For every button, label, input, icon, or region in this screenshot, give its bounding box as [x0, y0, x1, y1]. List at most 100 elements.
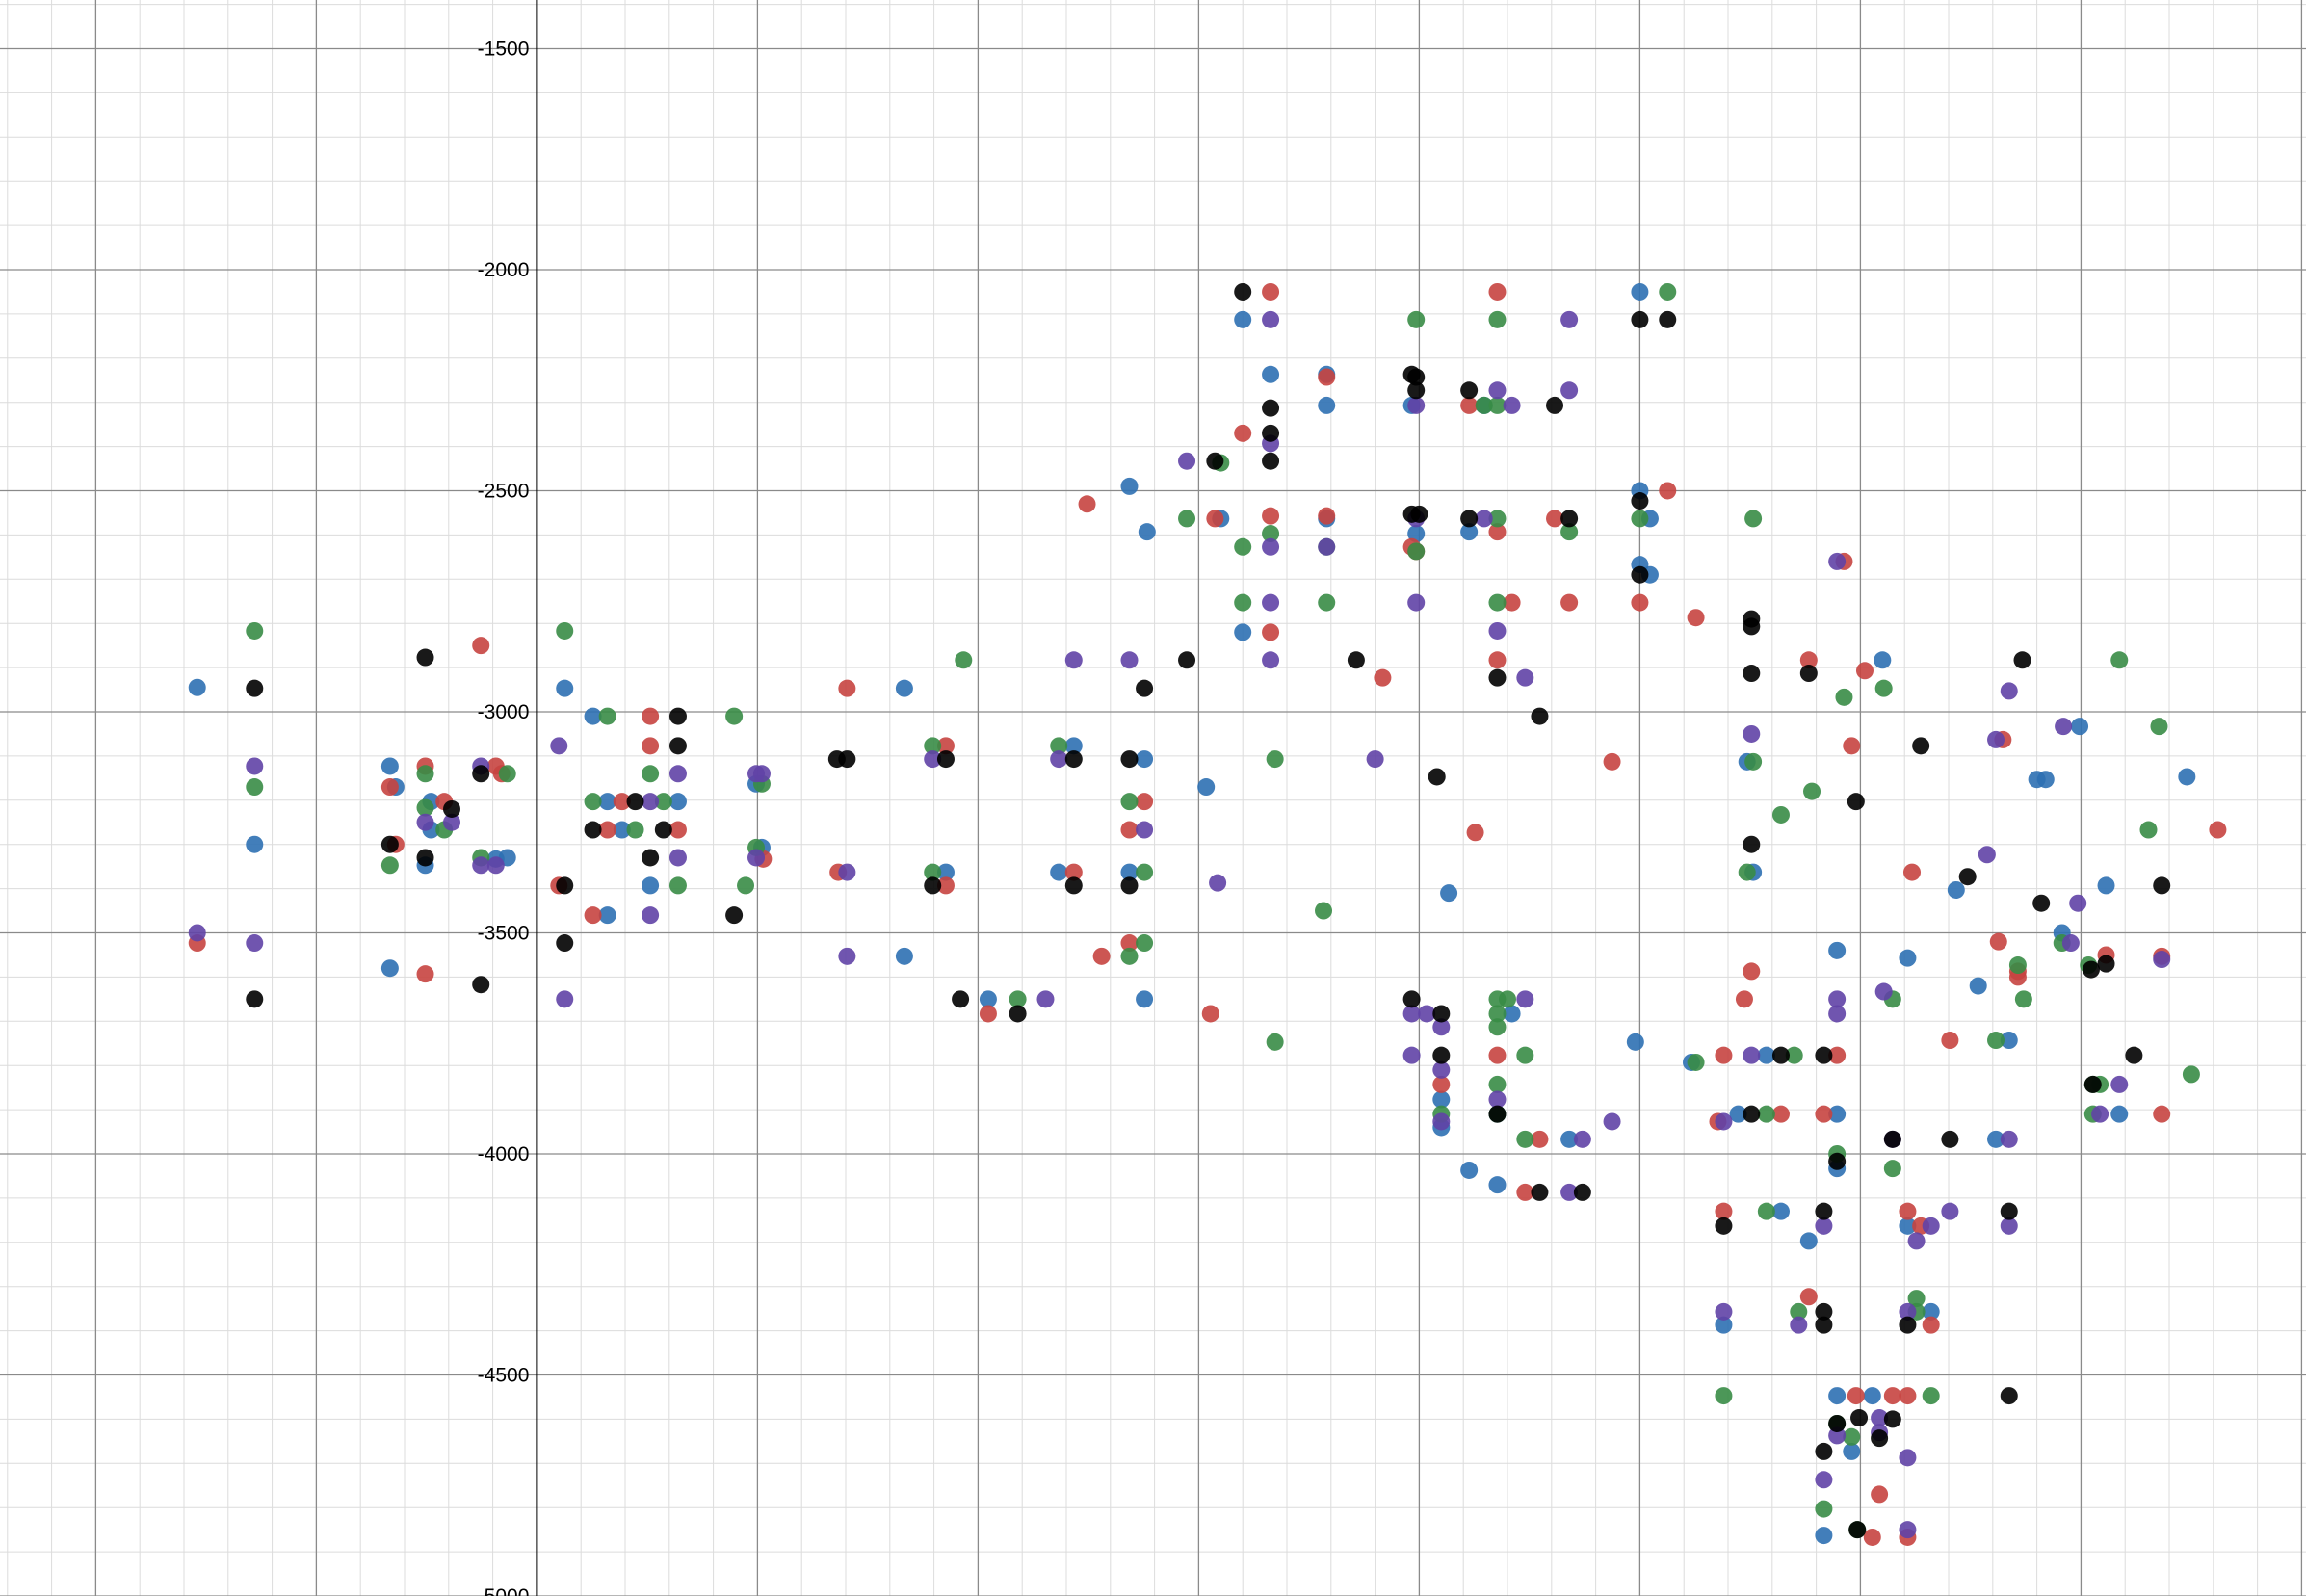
data-point: [1009, 990, 1027, 1008]
data-point: [1631, 565, 1649, 584]
data-point: [2150, 718, 2168, 736]
y-tick-label: -4500: [478, 1364, 530, 1386]
data-point: [1941, 1032, 1959, 1050]
data-point: [1715, 1387, 1733, 1405]
data-point: [1136, 863, 1154, 881]
data-point: [1488, 381, 1507, 400]
data-point: [1432, 1046, 1451, 1064]
data-point: [1466, 824, 1484, 842]
data-point: [895, 947, 913, 965]
data-point: [472, 637, 490, 655]
data-point: [1715, 1217, 1733, 1235]
data-point: [1828, 1387, 1847, 1405]
data-point: [626, 793, 644, 811]
data-point: [1871, 1409, 1889, 1427]
data-point: [2008, 968, 2027, 986]
data-point: [1407, 542, 1426, 561]
data-point: [1418, 1005, 1436, 1023]
data-point: [1631, 310, 1649, 328]
data-point: [1715, 1202, 1733, 1220]
data-point: [380, 835, 399, 853]
data-point: [1626, 1033, 1644, 1051]
data-point: [1603, 752, 1621, 771]
data-point: [2069, 894, 2087, 912]
data-point: [1488, 621, 1507, 640]
data-point: [1560, 593, 1579, 612]
data-point: [2110, 651, 2129, 669]
data-point: [1815, 1442, 1833, 1460]
data-point: [1402, 1005, 1421, 1023]
data-point: [668, 765, 687, 783]
data-point: [1573, 1183, 1591, 1201]
data-point: [1815, 1527, 1833, 1545]
data-point: [1078, 495, 1096, 513]
data-point: [2125, 1046, 2143, 1064]
data-point: [654, 793, 672, 811]
data-point: [737, 876, 755, 895]
data-point: [1209, 874, 1227, 892]
data-point: [1234, 310, 1252, 328]
data-point: [1828, 552, 1847, 570]
data-point: [472, 765, 490, 783]
data-point: [556, 876, 574, 895]
data-point: [1036, 990, 1055, 1008]
data-point: [1488, 1090, 1507, 1109]
data-point: [1516, 990, 1534, 1008]
data-point: [2032, 894, 2051, 912]
data-point: [642, 737, 660, 755]
data-point: [2083, 1075, 2102, 1093]
data-point: [1863, 1387, 1881, 1405]
data-point: [1460, 381, 1479, 400]
data-point: [1687, 609, 1705, 627]
y-tick-label: -1500: [478, 38, 530, 60]
data-point: [380, 959, 399, 978]
data-point: [556, 934, 574, 953]
data-point: [1407, 593, 1426, 612]
data-point: [1883, 1160, 1901, 1178]
data-point: [1743, 962, 1761, 981]
data-point: [1903, 863, 1922, 881]
data-point: [654, 821, 672, 839]
data-point: [1659, 482, 1677, 500]
data-point: [1560, 381, 1579, 400]
data-point: [1631, 593, 1649, 612]
data-point: [1488, 1176, 1507, 1194]
data-point: [668, 707, 687, 725]
data-point: [2082, 960, 2100, 979]
series-1: [188, 282, 2227, 1546]
data-point: [1785, 1046, 1803, 1064]
data-point: [2153, 876, 2171, 895]
data-point: [1136, 990, 1154, 1008]
data-point: [1120, 477, 1139, 495]
data-point: [1743, 1046, 1761, 1064]
data-point: [1064, 750, 1083, 769]
data-point: [1828, 1152, 1847, 1170]
data-point: [1659, 310, 1677, 328]
data-point: [613, 793, 631, 811]
data-point: [1744, 752, 1763, 771]
data-point: [1941, 1130, 1959, 1148]
data-point: [1947, 880, 1965, 899]
data-point: [1120, 947, 1139, 965]
data-point: [1488, 396, 1507, 414]
data-point: [1432, 1075, 1451, 1093]
data-point: [1729, 1105, 1747, 1123]
data-point: [1234, 623, 1252, 641]
data-point: [584, 906, 602, 925]
data-point: [1410, 505, 1428, 523]
data-point: [1899, 949, 1917, 967]
data-point: [1262, 282, 1280, 301]
data-point: [1488, 651, 1507, 669]
data-point: [2097, 955, 2115, 973]
data-point: [1234, 537, 1252, 556]
data-point: [584, 793, 602, 811]
data-point: [1987, 730, 2005, 748]
data-point: [2000, 1032, 2018, 1050]
data-point: [1847, 1387, 1865, 1405]
data-point: [246, 778, 264, 797]
data-point: [1757, 1202, 1775, 1220]
data-point: [1402, 990, 1421, 1008]
data-point: [1064, 876, 1083, 895]
data-point: [1743, 835, 1761, 853]
